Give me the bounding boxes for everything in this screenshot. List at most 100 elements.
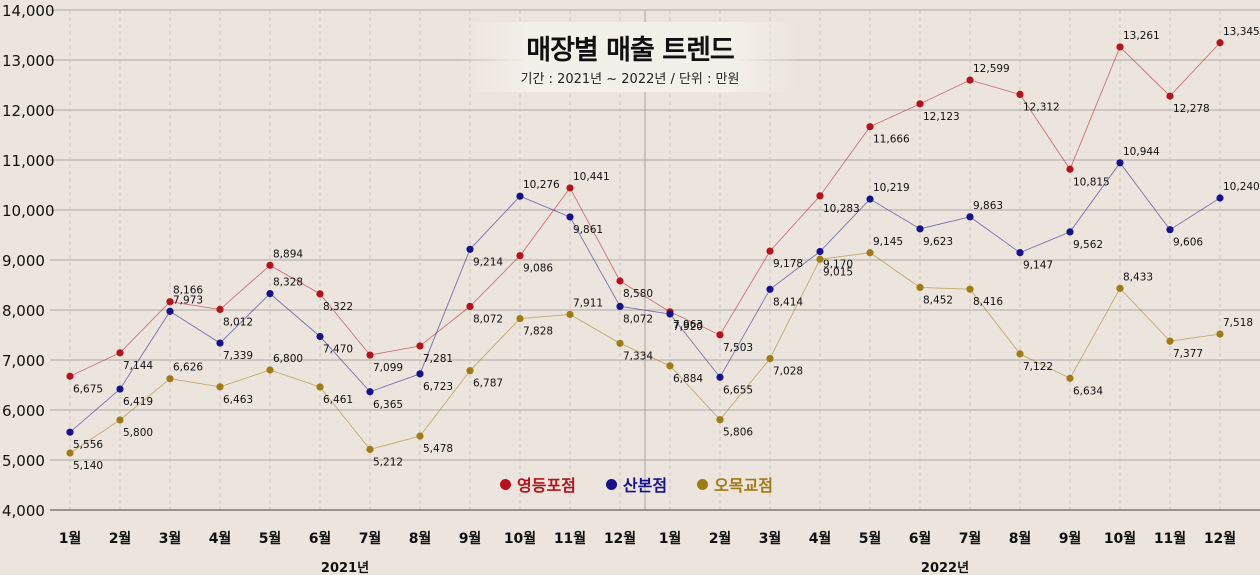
x-tick-label: 7월 — [359, 530, 382, 547]
data-label: 9,863 — [973, 200, 1003, 212]
legend-label: 산본점 — [622, 476, 668, 495]
y-tick-label: 9,000 — [2, 252, 45, 270]
data-label: 9,562 — [1073, 239, 1103, 251]
series-line — [69, 42, 1221, 377]
x-tick-label: 8월 — [409, 530, 432, 547]
data-point — [966, 76, 974, 84]
x-tick-label: 4월 — [209, 530, 232, 547]
data-label: 5,212 — [373, 456, 403, 468]
legend-item-sanbon: 산본점 — [605, 472, 668, 496]
data-point — [866, 249, 874, 257]
data-label: 7,920 — [673, 321, 703, 333]
data-point — [116, 349, 124, 357]
data-point — [466, 367, 474, 375]
data-point — [216, 383, 224, 391]
data-label: 6,634 — [1073, 385, 1103, 397]
data-label: 8,072 — [473, 313, 503, 325]
data-point — [1166, 92, 1174, 100]
data-point — [716, 416, 724, 424]
data-label: 9,214 — [473, 256, 503, 268]
data-point — [1116, 159, 1124, 167]
data-label: 9,623 — [923, 236, 953, 248]
data-point — [1166, 337, 1174, 345]
legend-label: 오목교점 — [714, 476, 773, 495]
data-point — [1016, 90, 1024, 98]
data-label: 7,028 — [773, 366, 803, 378]
data-label: 9,178 — [773, 258, 803, 270]
data-point — [516, 252, 524, 260]
data-label: 10,944 — [1123, 146, 1160, 158]
data-label: 12,278 — [1173, 103, 1210, 115]
x-tick-label: 9월 — [1059, 530, 1082, 547]
data-label: 7,963 — [673, 319, 703, 331]
data-label: 5,806 — [723, 427, 753, 439]
data-point — [866, 195, 874, 203]
series-line — [69, 162, 1221, 433]
x-tick-label: 12월 — [604, 530, 636, 547]
legend: 영등포점 산본점 오목교점 — [500, 472, 773, 496]
x-tick-label: 8월 — [1009, 530, 1032, 547]
data-label: 8,166 — [173, 285, 203, 297]
y-tick-label: 8,000 — [2, 302, 45, 320]
data-point — [1216, 194, 1224, 202]
data-point — [816, 192, 824, 200]
data-point — [716, 373, 724, 381]
data-point — [1116, 43, 1124, 51]
y-tick-label: 6,000 — [2, 402, 45, 420]
data-point — [1216, 39, 1224, 47]
data-point — [466, 302, 474, 310]
y-tick-label: 5,000 — [2, 452, 45, 470]
x-tick-label: 1월 — [659, 530, 682, 547]
data-point — [66, 428, 74, 436]
legend-dot — [697, 478, 709, 490]
data-label: 12,599 — [973, 63, 1010, 75]
chart-subtitle: 기간 : 2021년 ~ 2022년 / 단위 : 만원 — [520, 72, 740, 87]
y-tick-label: 13,000 — [2, 52, 55, 70]
data-label: 7,144 — [123, 360, 153, 372]
data-point — [166, 298, 174, 306]
x-tick-label: 5월 — [859, 530, 882, 547]
data-label: 8,580 — [623, 288, 653, 300]
data-point — [366, 445, 374, 453]
data-point — [466, 245, 474, 253]
x-tick-label: 6월 — [909, 530, 932, 547]
data-point — [716, 331, 724, 339]
data-label: 7,973 — [173, 294, 203, 306]
legend-item-yeongdeungpo: 영등포점 — [500, 472, 576, 496]
data-label: 9,086 — [523, 263, 553, 275]
data-label: 6,884 — [673, 373, 703, 385]
data-point — [216, 339, 224, 347]
title-background — [460, 22, 800, 92]
data-label: 5,478 — [423, 443, 453, 455]
data-point — [366, 388, 374, 396]
data-point — [1016, 350, 1024, 358]
legend-label: 영등포점 — [517, 476, 576, 495]
data-point — [666, 310, 674, 318]
data-label: 7,122 — [1023, 361, 1053, 373]
data-point — [916, 100, 924, 108]
series-line — [69, 252, 1221, 454]
data-point — [916, 283, 924, 291]
data-point — [566, 310, 574, 319]
legend-dot — [605, 478, 617, 490]
data-point — [366, 351, 374, 359]
x-tick-label: 1월 — [59, 530, 82, 547]
data-label: 7,503 — [723, 342, 753, 354]
y-tick-label: 10,000 — [2, 202, 55, 220]
data-point — [616, 339, 624, 347]
data-label: 6,723 — [423, 381, 453, 393]
data-label: 6,655 — [723, 384, 753, 396]
data-point — [1066, 374, 1074, 382]
data-label: 9,170 — [823, 259, 853, 271]
data-label: 11,666 — [873, 134, 910, 146]
x-tick-label: 10월 — [504, 530, 536, 547]
data-label: 8,322 — [323, 301, 353, 313]
data-point — [616, 277, 624, 285]
data-point — [116, 385, 124, 393]
y-tick-label: 4,000 — [2, 502, 45, 520]
data-point — [1116, 284, 1124, 292]
data-label: 9,147 — [1023, 260, 1053, 272]
data-point — [666, 362, 674, 370]
data-point — [816, 255, 824, 263]
data-label: 13,345 — [1223, 26, 1260, 38]
